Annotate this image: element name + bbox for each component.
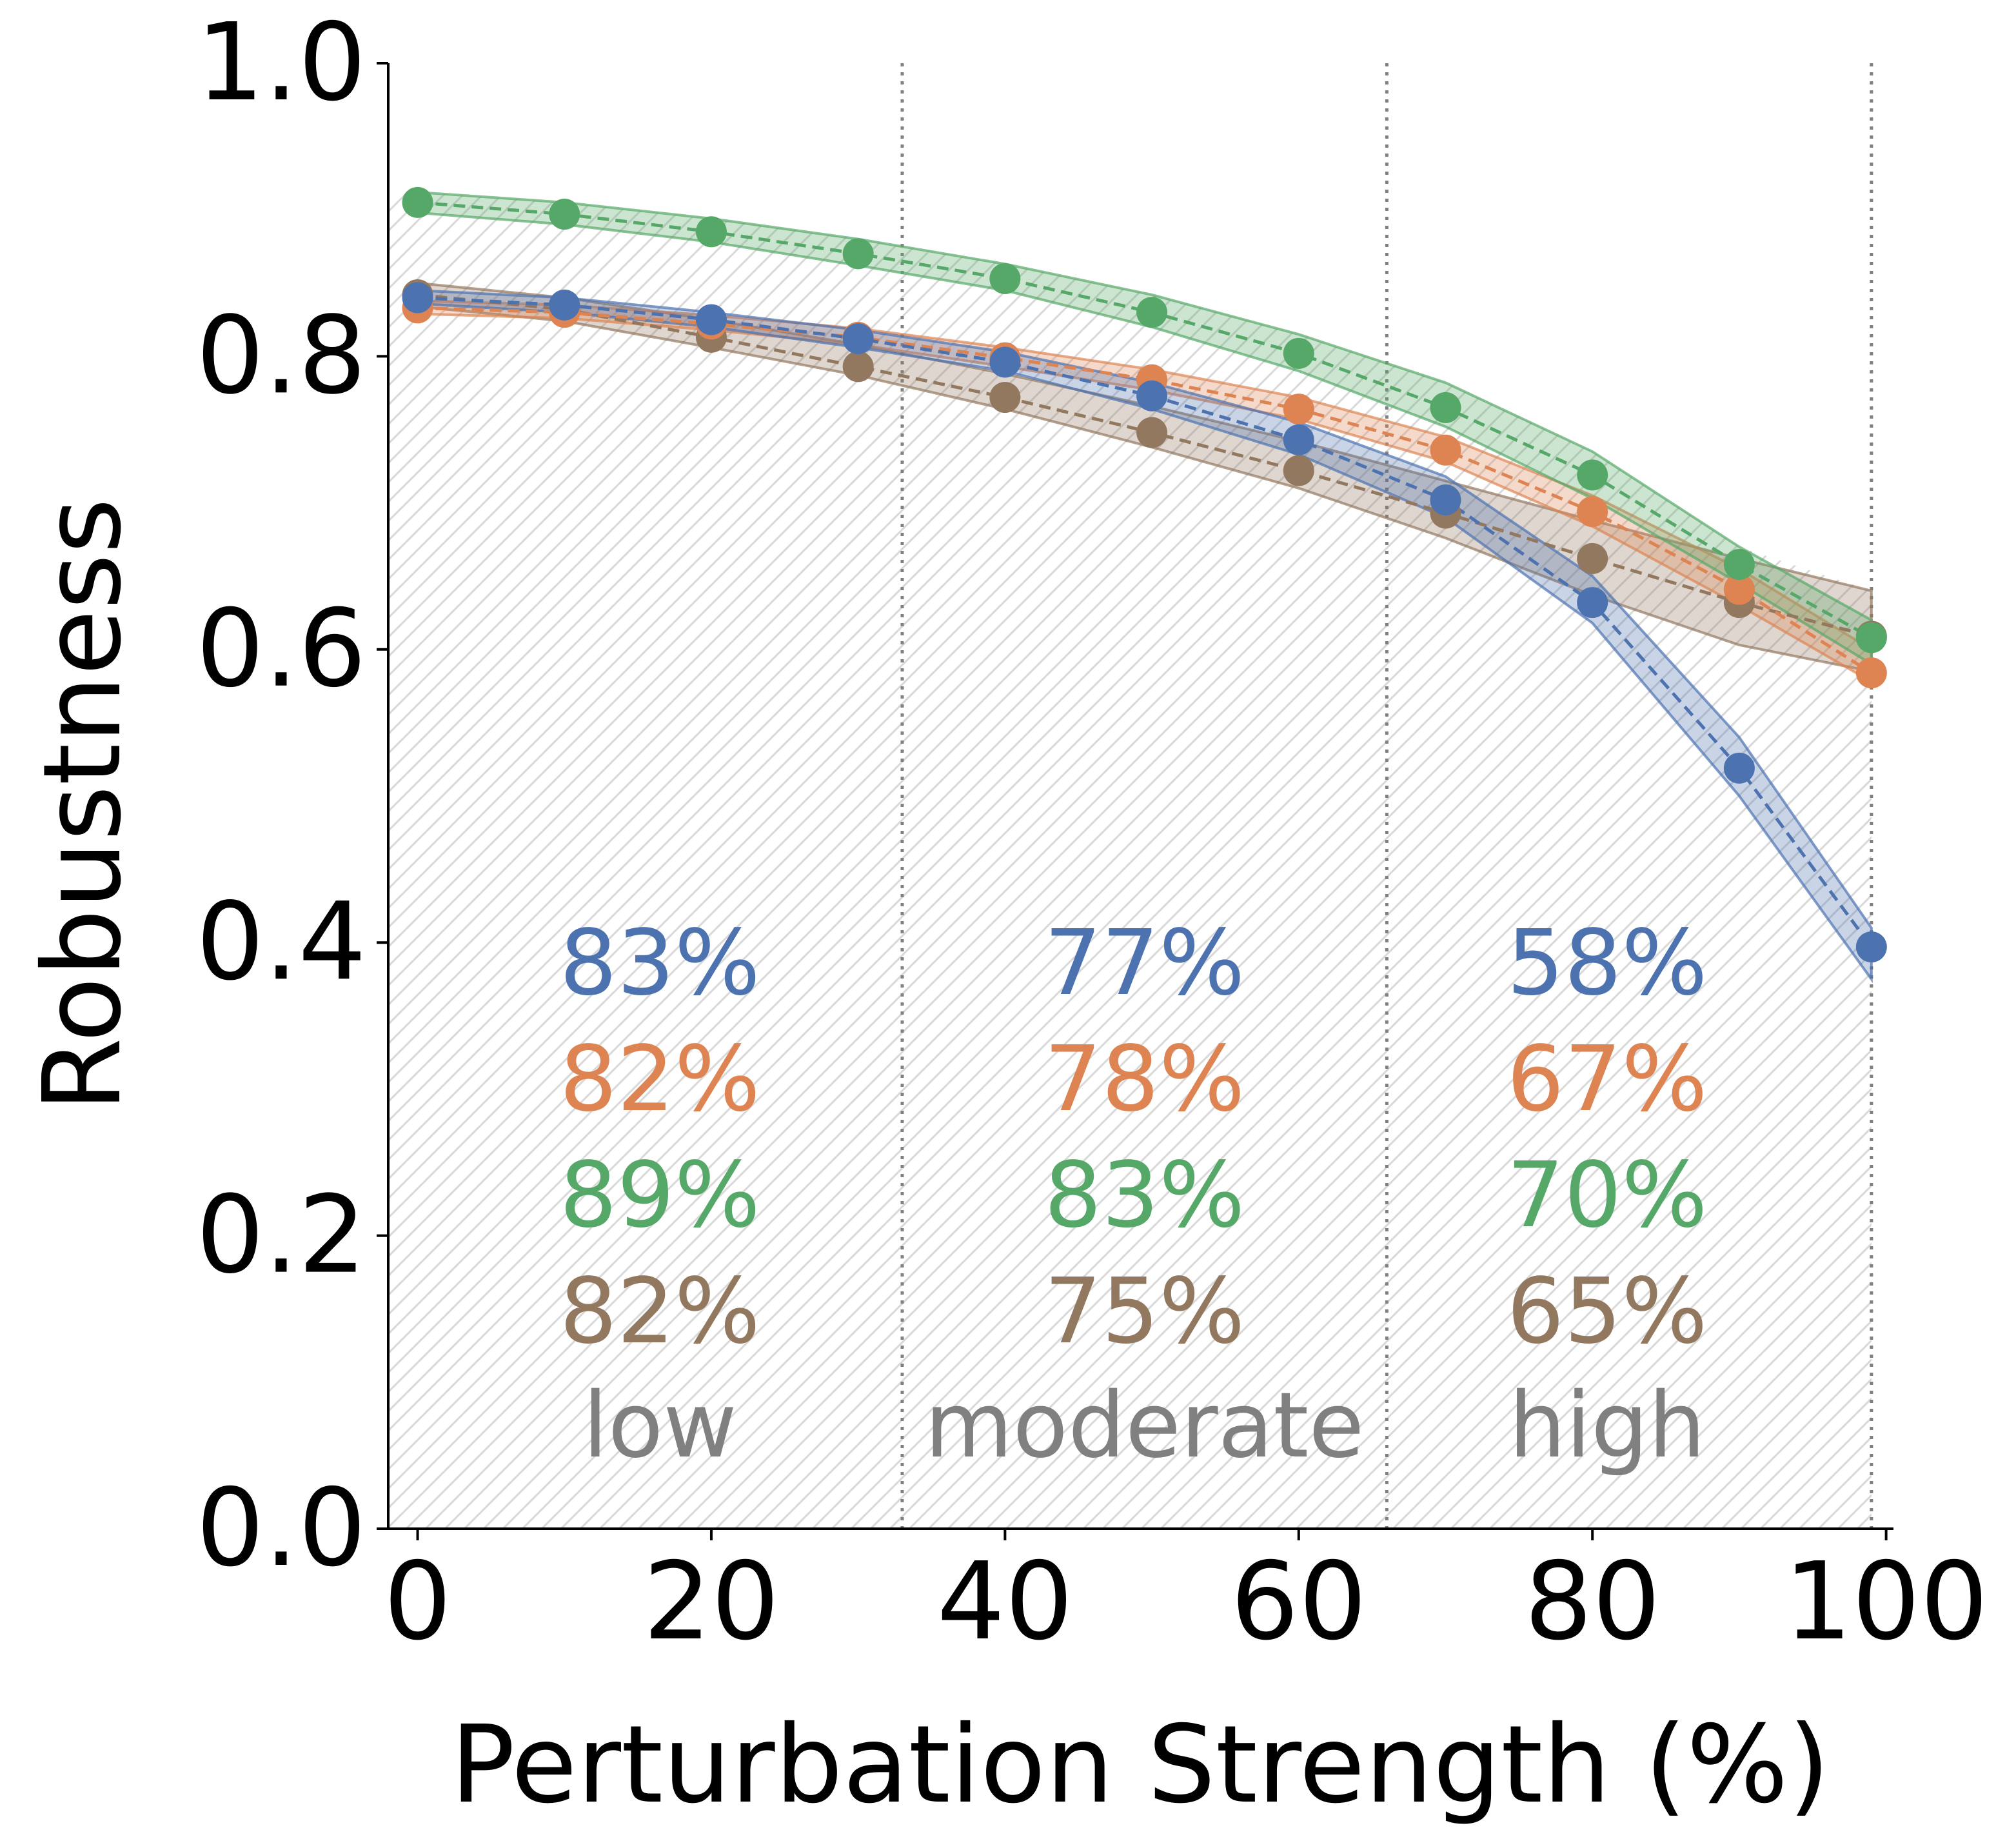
y-axis-label: Robustness: [21, 498, 145, 1112]
data-point-2-9: [1723, 549, 1755, 581]
region-1-percentage-2: 83%: [1044, 1143, 1245, 1248]
region-0-percentage-2: 89%: [560, 1143, 760, 1248]
data-point-2-8: [1577, 459, 1608, 491]
data-point-2-0: [402, 186, 433, 218]
region-0-percentage-3: 82%: [560, 1259, 760, 1364]
data-point-0-4: [989, 346, 1021, 378]
x-tick-label-4: 80: [1525, 1540, 1661, 1664]
region-label-1: moderate: [925, 1373, 1364, 1478]
data-point-2-7: [1430, 392, 1461, 423]
region-2-percentage-1: 67%: [1507, 1027, 1707, 1132]
data-point-2-3: [842, 238, 874, 270]
data-point-3-3: [842, 351, 874, 383]
data-point-3-8: [1577, 542, 1608, 574]
data-point-1-10: [1855, 657, 1887, 689]
data-point-2-2: [695, 216, 727, 248]
region-annotations: 83%82%89%82%low77%78%83%75%moderate58%67…: [560, 911, 1708, 1478]
region-0-percentage-1: 82%: [560, 1027, 760, 1132]
data-point-0-6: [1283, 424, 1314, 455]
x-axis-label: Perturbation Strength (%): [450, 1703, 1830, 1827]
y-tick-label-4: 0.8: [196, 293, 366, 418]
region-label-0: low: [583, 1373, 737, 1478]
data-point-2-5: [1136, 297, 1168, 328]
data-point-1-7: [1430, 434, 1461, 466]
axes: 0.0 0.2 0.4 0.6 0.8 1.0 0 20 40 60 80 100: [196, 1, 1988, 1664]
region-1-percentage-0: 77%: [1044, 911, 1245, 1016]
x-tick-label-5: 100: [1784, 1540, 1988, 1664]
x-tick-label-1: 20: [643, 1540, 779, 1664]
data-point-0-1: [549, 289, 580, 321]
y-tick-label-5: 1.0: [196, 1, 366, 125]
region-1-percentage-1: 78%: [1044, 1027, 1245, 1132]
region-boundaries: [900, 63, 1873, 1529]
confidence-band-0: [416, 289, 1873, 984]
hatch-fill: [388, 192, 1872, 1529]
data-point-0-9: [1723, 752, 1755, 784]
data-point-0-10: [1855, 931, 1887, 963]
data-point-2-4: [989, 263, 1021, 294]
data-point-1-6: [1283, 393, 1314, 425]
y-tick-label-2: 0.4: [196, 880, 366, 1004]
data-point-1-8: [1577, 496, 1608, 528]
data-point-3-5: [1136, 417, 1168, 448]
data-point-0-5: [1136, 380, 1168, 412]
series-markers: [402, 186, 1887, 963]
data-point-2-6: [1283, 337, 1314, 369]
region-label-2: high: [1508, 1373, 1705, 1478]
data-point-3-4: [989, 382, 1021, 413]
data-point-0-7: [1430, 484, 1461, 516]
y-tick-label-3: 0.6: [196, 587, 366, 711]
y-tick-label-1: 0.2: [196, 1173, 366, 1298]
region-2-percentage-0: 58%: [1507, 911, 1707, 1016]
data-point-2-1: [549, 199, 580, 230]
data-point-0-3: [842, 323, 874, 355]
region-1-percentage-3: 75%: [1044, 1259, 1245, 1364]
x-tick-label-2: 40: [937, 1540, 1073, 1664]
region-2-percentage-3: 65%: [1507, 1259, 1707, 1364]
data-point-3-6: [1283, 455, 1314, 486]
x-tick-label-3: 60: [1230, 1540, 1367, 1664]
series-line-1: [417, 306, 1873, 675]
data-point-0-8: [1577, 587, 1608, 619]
data-point-0-2: [695, 304, 727, 335]
data-point-1-9: [1723, 573, 1755, 605]
hatched-area: [388, 192, 1872, 1529]
y-tick-label-0: 0.0: [196, 1466, 366, 1591]
data-point-2-10: [1855, 622, 1887, 653]
region-2-percentage-2: 70%: [1507, 1143, 1707, 1248]
data-point-0-0: [402, 282, 433, 313]
x-tick-label-0: 0: [384, 1540, 452, 1664]
region-0-percentage-0: 83%: [560, 911, 760, 1016]
